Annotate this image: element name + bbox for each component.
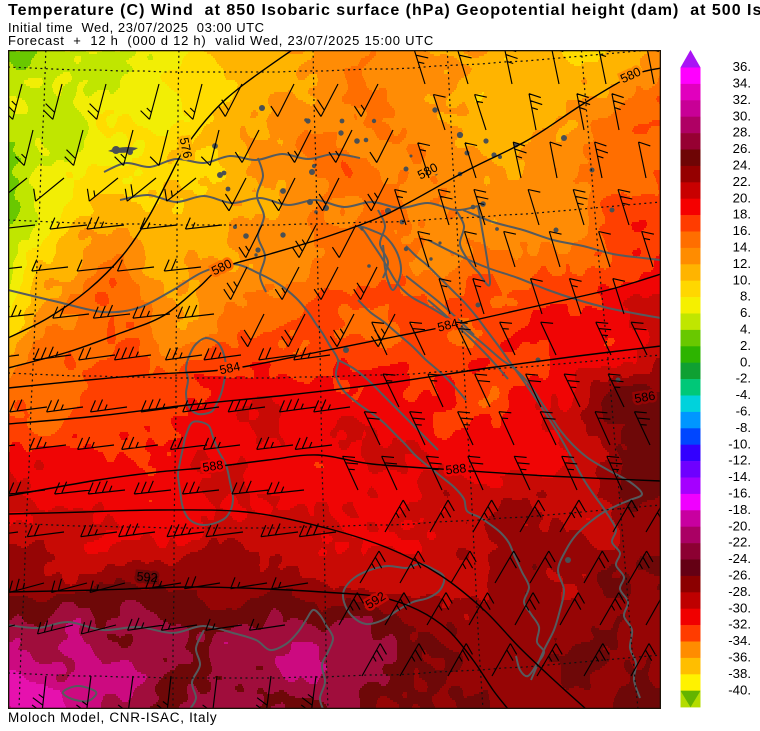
svg-text:-2.: -2.: [736, 371, 751, 386]
svg-text:10.: 10.: [733, 272, 751, 287]
svg-text:6.: 6.: [740, 305, 751, 320]
svg-text:-18.: -18.: [728, 502, 751, 517]
svg-text:-38.: -38.: [728, 666, 751, 681]
svg-text:34.: 34.: [733, 76, 751, 91]
svg-text:0.: 0.: [740, 354, 751, 369]
svg-text:2.: 2.: [740, 338, 751, 353]
svg-text:28.: 28.: [733, 125, 751, 140]
svg-text:8.: 8.: [740, 289, 751, 304]
svg-text:4.: 4.: [740, 322, 751, 337]
svg-text:24.: 24.: [733, 158, 751, 173]
svg-text:22.: 22.: [733, 174, 751, 189]
svg-text:-10.: -10.: [728, 436, 751, 451]
svg-text:-14.: -14.: [728, 469, 751, 484]
svg-text:-16.: -16.: [728, 486, 751, 501]
svg-text:12.: 12.: [733, 256, 751, 271]
svg-text:-24.: -24.: [728, 551, 751, 566]
svg-text:-28.: -28.: [728, 584, 751, 599]
svg-text:-30.: -30.: [728, 600, 751, 615]
svg-text:-34.: -34.: [728, 633, 751, 648]
svg-text:-4.: -4.: [736, 387, 751, 402]
svg-text:-40.: -40.: [728, 682, 751, 697]
svg-text:32.: 32.: [733, 92, 751, 107]
svg-text:14.: 14.: [733, 240, 751, 255]
svg-text:16.: 16.: [733, 223, 751, 238]
svg-text:588: 588: [445, 461, 467, 477]
svg-text:588: 588: [202, 458, 225, 475]
svg-text:-32.: -32.: [728, 617, 751, 632]
svg-text:-6.: -6.: [736, 404, 751, 419]
svg-text:586: 586: [633, 389, 656, 406]
svg-text:-12.: -12.: [728, 453, 751, 468]
svg-text:30.: 30.: [733, 108, 751, 123]
svg-text:592: 592: [136, 570, 158, 585]
svg-text:-22.: -22.: [728, 535, 751, 550]
svg-text:-20.: -20.: [728, 518, 751, 533]
svg-text:36.: 36.: [733, 59, 751, 74]
svg-text:18.: 18.: [733, 207, 751, 222]
svg-text:20.: 20.: [733, 190, 751, 205]
svg-text:26.: 26.: [733, 141, 751, 156]
svg-text:-8.: -8.: [736, 420, 751, 435]
svg-text:-26.: -26.: [728, 568, 751, 583]
svg-text:-36.: -36.: [728, 650, 751, 665]
